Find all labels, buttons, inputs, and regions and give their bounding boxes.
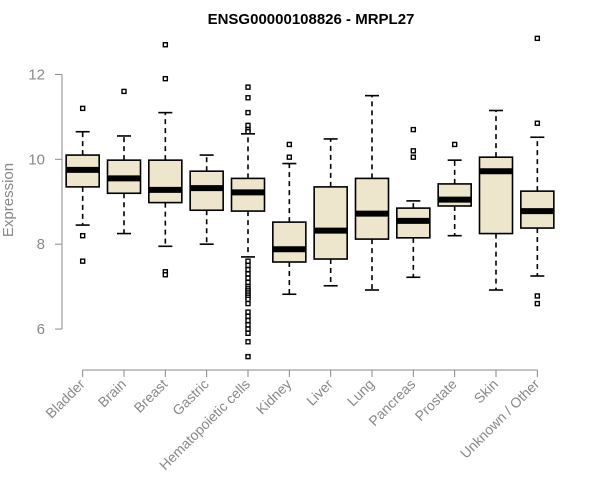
box-group	[396, 126, 431, 279]
outlier-point	[245, 279, 251, 286]
outlier-point	[245, 309, 251, 315]
outlier-point	[245, 330, 251, 336]
outlier-point	[245, 275, 251, 281]
box	[272, 221, 307, 263]
outlier-point	[451, 141, 458, 148]
x-tick-label: Bladder	[42, 376, 88, 422]
outlier-point	[245, 300, 251, 307]
y-tick-label: 10	[28, 151, 45, 168]
y-axis: 6 8 10 12	[28, 66, 63, 338]
outlier-point	[534, 293, 541, 299]
box-group	[230, 84, 266, 360]
outlier-point	[245, 313, 251, 320]
box-group	[354, 94, 390, 291]
box	[437, 183, 472, 207]
box-group	[148, 42, 183, 278]
outlier-point	[534, 35, 541, 42]
outlier-point	[245, 353, 251, 360]
outlier-point	[286, 141, 293, 148]
x-tick-label: Skin	[471, 376, 502, 407]
box-group	[65, 105, 100, 264]
box-group	[106, 88, 142, 235]
chart-title: ENSG00000108826 - MRPL27	[208, 11, 415, 28]
outlier-point	[79, 232, 86, 239]
plot-area	[65, 35, 555, 360]
box-group	[189, 154, 224, 245]
outlier-point	[410, 154, 417, 160]
outlier-point	[245, 326, 251, 332]
y-tick-label: 12	[28, 66, 45, 83]
y-tick-label: 8	[37, 236, 45, 253]
x-tick-label: Lung	[344, 376, 377, 409]
box	[148, 159, 183, 204]
outlier-point	[79, 258, 86, 264]
outlier-point	[286, 154, 293, 160]
outlier-point	[245, 262, 251, 269]
outlier-point	[245, 84, 251, 90]
outlier-point	[162, 272, 169, 278]
box-group	[272, 141, 307, 296]
box-group	[478, 109, 514, 291]
x-tick-label: Liver	[303, 376, 336, 409]
outlier-point	[245, 296, 251, 303]
outlier-point	[245, 109, 251, 116]
outlier-point	[534, 120, 541, 126]
outlier-point	[245, 322, 251, 328]
x-axis	[82, 369, 538, 377]
x-tick-label: Brain	[95, 376, 129, 410]
box	[354, 177, 390, 240]
outlier-point	[79, 105, 86, 112]
outlier-point	[245, 129, 251, 135]
outlier-point	[245, 339, 251, 345]
outlier-point	[245, 266, 251, 273]
outlier-point	[410, 148, 417, 154]
outlier-point	[410, 126, 417, 133]
outlier-point	[245, 258, 251, 264]
outlier-point	[245, 317, 251, 324]
box-group	[520, 35, 555, 307]
outlier-point	[245, 95, 251, 101]
box-group	[437, 141, 472, 237]
x-tick-label: Breast	[131, 376, 171, 416]
y-tick-label: 6	[37, 321, 45, 338]
x-tick-label: Kidney	[253, 376, 295, 418]
outlier-point	[245, 271, 251, 277]
outlier-point	[162, 75, 169, 82]
box	[313, 186, 348, 260]
outlier-point	[162, 42, 169, 48]
outlier-point	[245, 122, 251, 129]
y-axis-label: Expression	[0, 163, 17, 237]
x-tick-label: Prostate	[412, 376, 460, 424]
outlier-point	[121, 88, 127, 95]
box-group	[313, 138, 348, 287]
outlier-point	[534, 300, 541, 307]
